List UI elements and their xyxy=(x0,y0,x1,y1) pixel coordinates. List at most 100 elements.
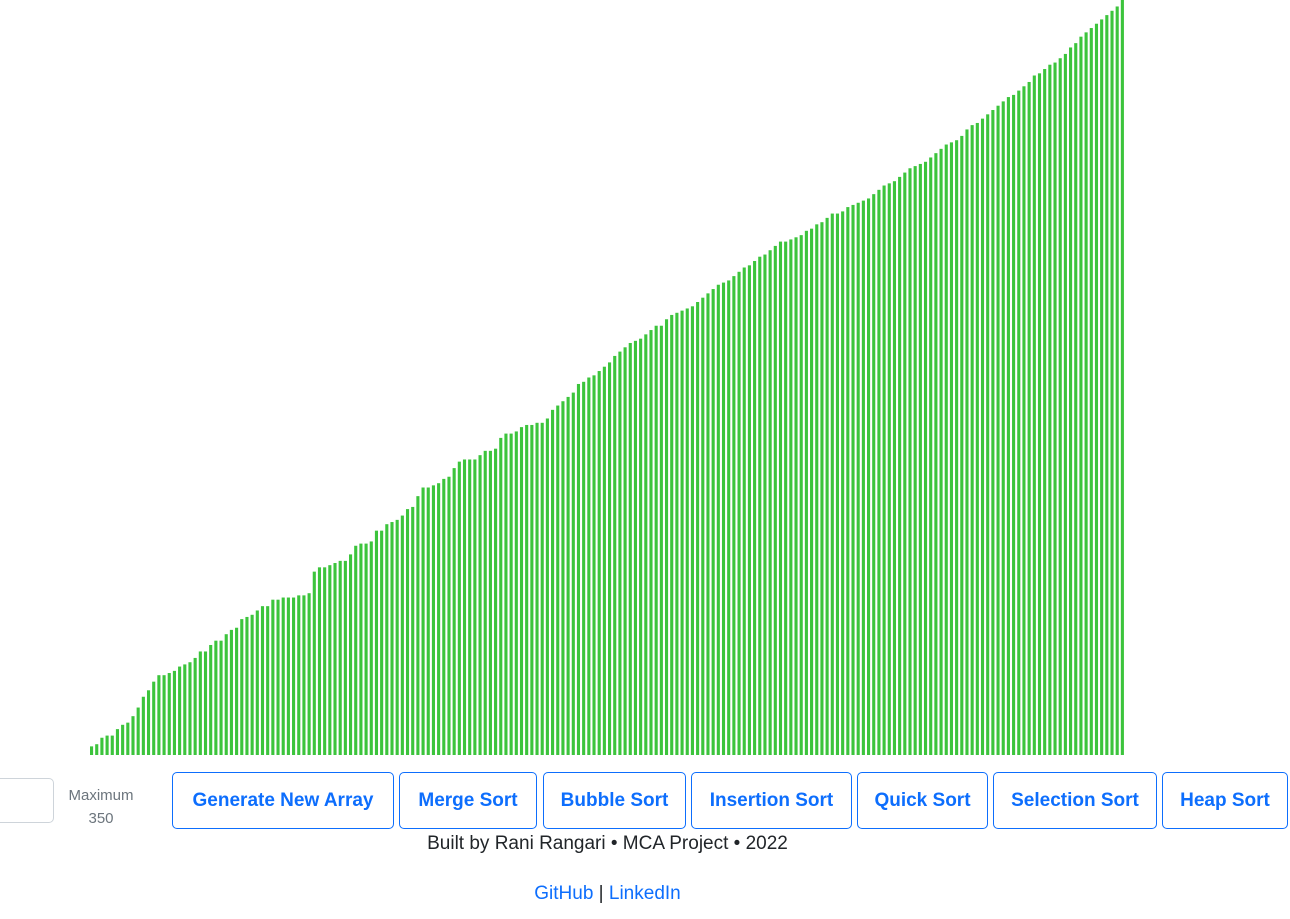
array-bar xyxy=(90,746,94,755)
array-bar xyxy=(1058,58,1062,756)
array-bar xyxy=(810,228,814,755)
array-bar xyxy=(851,204,855,755)
array-bar xyxy=(980,118,985,755)
linkedin-link[interactable]: LinkedIn xyxy=(608,883,681,904)
array-bar xyxy=(172,670,176,755)
array-bar xyxy=(576,383,581,755)
array-bar xyxy=(395,519,399,755)
array-bar xyxy=(462,459,467,755)
array-bar xyxy=(1120,0,1124,755)
array-bar xyxy=(1074,43,1078,755)
array-bar xyxy=(929,157,933,756)
array-bar xyxy=(219,640,223,755)
array-bar xyxy=(229,629,233,755)
array-bar xyxy=(452,468,456,755)
array-bar xyxy=(768,250,772,756)
array-bar xyxy=(944,144,948,755)
selection-sort-button[interactable]: Selection Sort xyxy=(993,772,1157,829)
array-bar xyxy=(499,437,503,755)
array-bar xyxy=(753,261,757,755)
array-bar xyxy=(126,722,130,755)
array-bar xyxy=(1063,53,1067,756)
array-bar xyxy=(675,312,679,755)
array-bar xyxy=(183,664,187,755)
array-bar xyxy=(825,217,829,755)
array-bar xyxy=(892,181,897,755)
generate-array-button[interactable]: Generate New Array xyxy=(172,772,394,829)
array-bar xyxy=(996,105,1000,755)
array-bar xyxy=(628,342,632,755)
array-bar xyxy=(913,166,917,756)
array-bar xyxy=(203,651,208,755)
array-bar xyxy=(654,325,658,755)
credit-line: Built by Rani Rangari • MCA Project • 20… xyxy=(427,833,788,854)
array-size-input[interactable] xyxy=(0,778,54,823)
array-bar xyxy=(136,707,140,755)
array-bar xyxy=(711,289,715,755)
array-bar xyxy=(421,487,425,755)
array-bar xyxy=(835,213,840,755)
array-bar xyxy=(882,185,886,755)
array-bar xyxy=(400,515,404,755)
array-bar xyxy=(343,560,347,755)
array-bar xyxy=(1110,10,1114,756)
bubble-sort-button[interactable]: Bubble Sort xyxy=(543,772,686,829)
array-bar xyxy=(737,271,741,755)
array-bar xyxy=(696,302,700,755)
array-bar xyxy=(949,142,953,755)
array-bar xyxy=(504,433,508,755)
array-bar xyxy=(198,651,202,755)
array-bar xyxy=(773,245,777,755)
array-bar xyxy=(659,325,663,755)
array-bar xyxy=(1043,69,1047,755)
array-bar xyxy=(903,172,907,755)
bar-array-chart xyxy=(90,0,1124,756)
array-bar xyxy=(224,634,228,755)
array-bar xyxy=(820,222,824,755)
array-bar xyxy=(364,543,368,755)
array-bar xyxy=(141,696,145,755)
array-bar xyxy=(385,524,389,755)
array-bar xyxy=(535,422,539,755)
array-bar xyxy=(494,448,498,755)
github-link[interactable]: GitHub xyxy=(534,883,594,904)
array-bar xyxy=(457,461,461,755)
max-value: 350 xyxy=(88,810,114,827)
array-bar xyxy=(732,276,736,755)
array-bar xyxy=(209,644,213,755)
insertion-sort-button[interactable]: Insertion Sort xyxy=(691,772,852,829)
array-bar xyxy=(934,153,938,755)
array-bar xyxy=(483,450,487,755)
heap-sort-button[interactable]: Heap Sort xyxy=(1162,772,1288,829)
array-bar xyxy=(898,176,902,755)
array-bar xyxy=(939,148,943,756)
max-label: Maximum xyxy=(68,787,134,804)
array-bar xyxy=(276,599,280,755)
array-bar xyxy=(1115,6,1119,756)
array-bar xyxy=(286,597,290,755)
array-bar xyxy=(540,422,544,755)
array-bar xyxy=(1084,32,1088,756)
array-bar xyxy=(447,476,451,755)
array-bar xyxy=(867,198,871,755)
merge-sort-button[interactable]: Merge Sort xyxy=(399,772,537,829)
array-bar xyxy=(188,662,192,755)
array-bar xyxy=(742,267,746,755)
array-bar xyxy=(167,673,171,755)
array-bar xyxy=(1012,94,1016,755)
array-bar xyxy=(115,729,120,755)
array-bar xyxy=(1027,81,1031,756)
array-bar xyxy=(235,627,239,755)
array-bar xyxy=(478,455,482,755)
array-bar xyxy=(328,565,332,755)
array-bar xyxy=(556,405,560,755)
array-bar xyxy=(545,418,549,755)
array-bar xyxy=(587,377,591,755)
array-bar xyxy=(323,567,327,755)
array-bar xyxy=(649,330,653,755)
array-bar xyxy=(1053,62,1057,756)
array-bar xyxy=(877,189,881,755)
array-bar xyxy=(841,211,845,755)
array-bar xyxy=(530,424,534,755)
quick-sort-button[interactable]: Quick Sort xyxy=(857,772,988,829)
